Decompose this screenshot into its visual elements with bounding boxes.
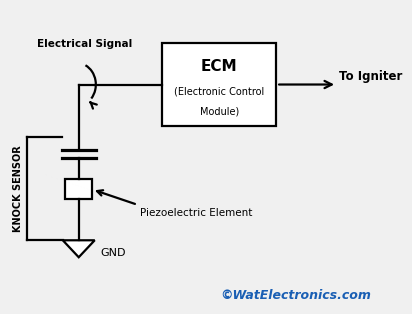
Text: Piezoelectric Element: Piezoelectric Element [140, 208, 252, 218]
Text: (Electronic Control: (Electronic Control [174, 86, 265, 96]
Text: ©WatElectronics.com: ©WatElectronics.com [220, 289, 371, 302]
Text: Module): Module) [200, 106, 239, 116]
Text: Electrical Signal: Electrical Signal [37, 39, 132, 49]
Bar [162, 43, 276, 126]
Polygon shape [63, 240, 95, 257]
Text: ECM: ECM [201, 59, 238, 74]
Text: GND: GND [101, 248, 126, 257]
Text: KNOCK SENSOR: KNOCK SENSOR [13, 145, 23, 232]
Bar [66, 179, 92, 199]
Text: To Igniter: To Igniter [339, 70, 402, 83]
